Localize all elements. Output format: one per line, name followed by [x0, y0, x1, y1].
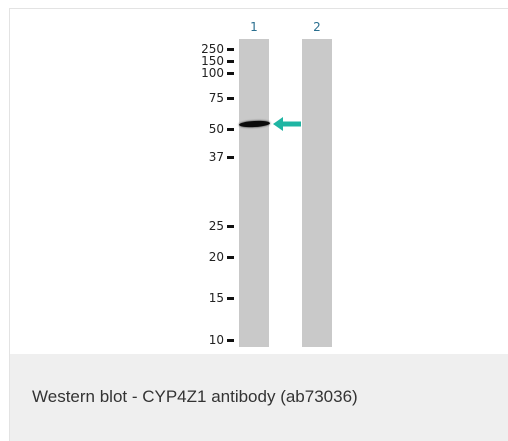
marker-label-15: 15 [208, 291, 224, 305]
marker-tick-75 [227, 97, 234, 100]
figure-caption: Western blot - CYP4Z1 antibody (ab73036) [32, 387, 358, 406]
marker-label-25: 25 [208, 219, 224, 233]
marker-label-10: 10 [208, 333, 224, 347]
marker-label-250: 250 [201, 42, 224, 56]
figure-card: 1 2 250 150 100 75 50 37 25 20 15 10 [9, 8, 508, 441]
band-arrow-icon [273, 117, 301, 131]
marker-label-75: 75 [208, 91, 224, 105]
marker-label-20: 20 [208, 250, 224, 264]
marker-tick-250 [227, 48, 234, 51]
marker-tick-37 [227, 156, 234, 159]
marker-label-37: 37 [208, 150, 224, 164]
marker-tick-15 [227, 297, 234, 300]
lane-1 [239, 39, 269, 347]
marker-tick-20 [227, 256, 234, 259]
marker-tick-10 [227, 339, 234, 342]
marker-label-100: 100 [201, 66, 224, 80]
lane-label-1: 1 [250, 20, 258, 34]
marker-tick-50 [227, 128, 234, 131]
marker-tick-100 [227, 72, 234, 75]
lane-2 [302, 39, 332, 347]
marker-label-150: 150 [201, 54, 224, 68]
western-blot-image: 1 2 250 150 100 75 50 37 25 20 15 10 [10, 9, 508, 354]
marker-tick-150 [227, 60, 234, 63]
lane-label-2: 2 [313, 20, 321, 34]
marker-tick-25 [227, 225, 234, 228]
caption-panel: Western blot - CYP4Z1 antibody (ab73036) [10, 354, 508, 441]
marker-label-50: 50 [208, 122, 224, 136]
